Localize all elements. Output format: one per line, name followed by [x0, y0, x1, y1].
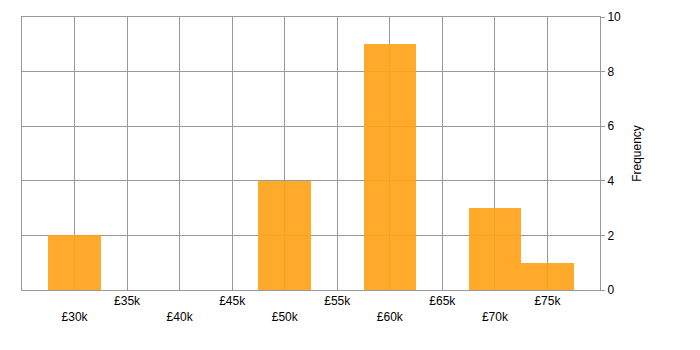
svg-text:£40k: £40k — [167, 310, 194, 324]
svg-text:£55k: £55k — [324, 294, 351, 308]
svg-text:4: 4 — [607, 174, 614, 188]
svg-text:Frequency: Frequency — [630, 125, 644, 182]
svg-text:£50k: £50k — [272, 310, 299, 324]
svg-text:£75k: £75k — [534, 294, 561, 308]
svg-text:£35k: £35k — [114, 294, 141, 308]
svg-text:0: 0 — [607, 283, 614, 297]
svg-text:2: 2 — [607, 229, 614, 243]
svg-text:£60k: £60k — [377, 310, 404, 324]
svg-text:£70k: £70k — [482, 310, 509, 324]
svg-text:£30k: £30k — [62, 310, 89, 324]
svg-text:£45k: £45k — [219, 294, 246, 308]
svg-text:8: 8 — [607, 65, 614, 79]
svg-text:10: 10 — [607, 10, 621, 24]
svg-text:6: 6 — [607, 119, 614, 133]
svg-text:£65k: £65k — [429, 294, 456, 308]
